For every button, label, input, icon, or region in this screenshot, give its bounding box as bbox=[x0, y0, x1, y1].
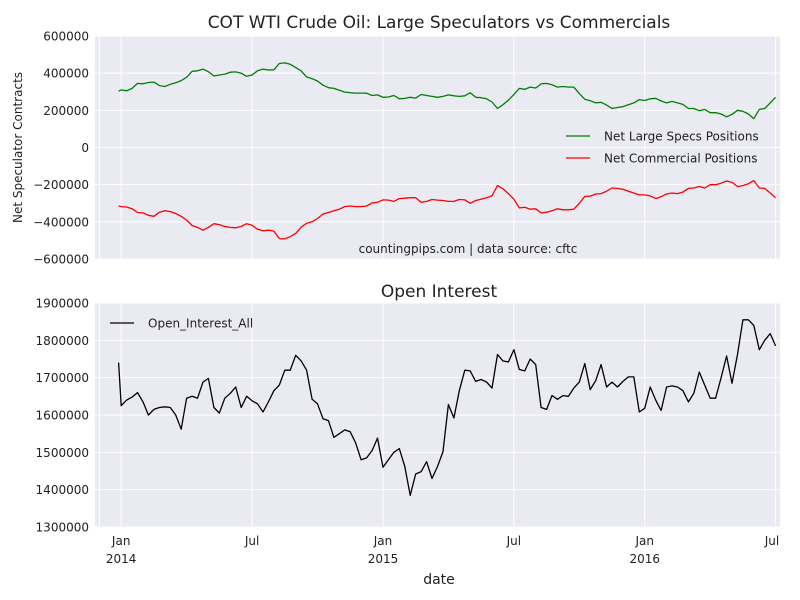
open-interest-y-tick-label: 1300000 bbox=[36, 521, 89, 535]
open-interest-chart: 1900000 1800000 1700000 1600000 1500000 14000… bbox=[36, 282, 780, 588]
legend-label-open-interest: Open_Interest_All bbox=[148, 317, 253, 331]
open-interest-gridlines bbox=[95, 302, 780, 528]
x-tick-labels: Jan Jul Jan Jul Jan Jul 2014 2015 2016 bbox=[106, 534, 779, 566]
open-interest-y-tick-label: 1400000 bbox=[36, 483, 89, 497]
x-year-label: 2016 bbox=[629, 552, 660, 566]
open-interest-chart-title: Open Interest bbox=[381, 282, 498, 302]
cot-y-tick-label: −600000 bbox=[33, 253, 89, 267]
x-year-label: 2014 bbox=[106, 552, 137, 566]
open-interest-y-tick-label: 1700000 bbox=[36, 371, 89, 385]
cot-y-tick-label: 200000 bbox=[43, 104, 89, 118]
cot-chart-title: COT WTI Crude Oil: Large Speculators vs … bbox=[208, 13, 671, 33]
x-tick-label: Jan bbox=[111, 534, 131, 548]
open-interest-y-tick-label: 1800000 bbox=[36, 334, 89, 348]
cot-gridlines bbox=[95, 35, 780, 260]
cot-y-tick-label: 400000 bbox=[43, 67, 89, 81]
legend-label-net-commercial: Net Commercial Positions bbox=[604, 152, 757, 166]
cot-positions-chart: 600000 400000 200000 0 −200000 −400000 −600000… bbox=[11, 13, 780, 267]
cot-y-tick-label: −400000 bbox=[33, 215, 89, 229]
open-interest-y-tick-label: 1900000 bbox=[36, 297, 89, 311]
series-line-net-large-specs-positions bbox=[118, 62, 777, 120]
cot-y-tick-label: −200000 bbox=[33, 178, 89, 192]
x-year-label: 2015 bbox=[368, 552, 399, 566]
cot-y-tick-labels: 600000 400000 200000 0 −200000 −400000 −600000 bbox=[33, 30, 89, 267]
legend-label-net-large-specs: Net Large Specs Positions bbox=[604, 130, 759, 144]
cot-legend: Net Large Specs Positions Net Commercial… bbox=[566, 130, 759, 166]
x-tick-label: Jul bbox=[764, 534, 779, 548]
x-tick-label: Jan bbox=[373, 534, 393, 548]
series-line-open-interest-all bbox=[117, 319, 777, 496]
source-annotation: countingpips.com | data source: cftc bbox=[359, 242, 578, 256]
open-interest-y-tick-label: 1500000 bbox=[36, 446, 89, 460]
open-interest-legend: Open_Interest_All bbox=[110, 317, 253, 331]
x-tick-label: Jul bbox=[506, 534, 521, 548]
cot-y-tick-label: 0 bbox=[81, 141, 89, 155]
series-line-net-commercial-positions bbox=[118, 179, 777, 240]
x-tick-label: Jan bbox=[634, 534, 654, 548]
cot-series-lines bbox=[118, 62, 777, 240]
open-interest-y-tick-label: 1600000 bbox=[36, 409, 89, 423]
x-axis-title: date bbox=[423, 572, 455, 588]
cot-y-axis-title: Net Speculator Contracts bbox=[11, 72, 25, 223]
x-tick-label: Jul bbox=[244, 534, 259, 548]
cot-y-tick-label: 600000 bbox=[43, 30, 89, 44]
open-interest-y-tick-labels: 1900000 1800000 1700000 1600000 1500000 14000… bbox=[36, 297, 89, 535]
open-interest-series-lines bbox=[117, 319, 777, 496]
